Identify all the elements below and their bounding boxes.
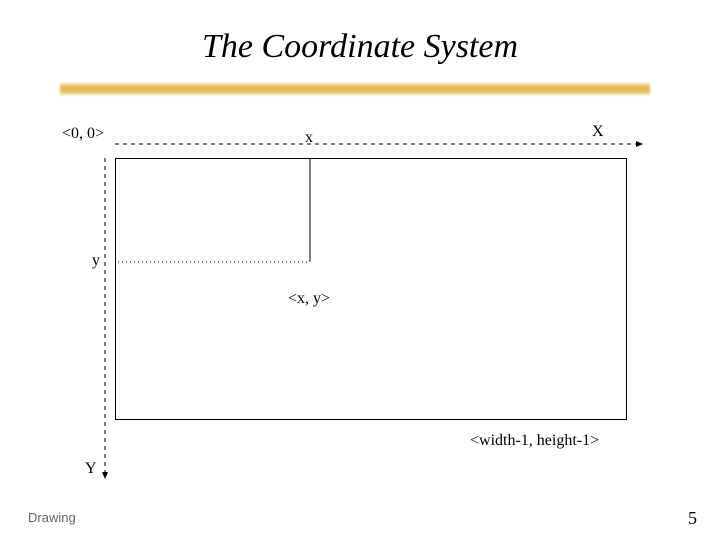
page-number: 5: [688, 508, 697, 529]
x-axis-label: X: [592, 123, 604, 141]
slide-root: The Coordinate System <0, 0> x X y Y <x,…: [0, 0, 720, 540]
y-coordinate-label: y: [92, 252, 100, 270]
footer-section-name: Drawing: [28, 510, 76, 525]
bottom-right-corner-label: <width-1, height-1>: [470, 432, 599, 450]
slide-title: The Coordinate System: [0, 28, 720, 66]
point-label: <x, y>: [288, 290, 330, 308]
title-underline-decoration: [60, 82, 650, 96]
x-coordinate-label: x: [305, 129, 313, 147]
coordinate-rectangle: [115, 158, 627, 420]
y-axis-label: Y: [85, 460, 97, 478]
origin-label: <0, 0>: [62, 125, 104, 143]
